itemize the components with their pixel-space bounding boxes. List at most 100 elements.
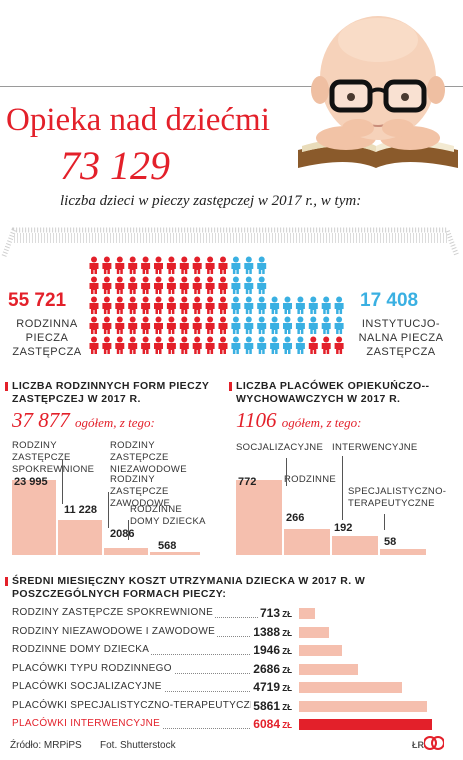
person-figure-family bbox=[179, 256, 189, 274]
cost-value-unit: ZŁ bbox=[280, 610, 292, 619]
family-forms-value: 568 bbox=[158, 540, 177, 552]
person-figure-family bbox=[218, 336, 228, 354]
person-figure-family bbox=[128, 276, 138, 294]
person-figure-family bbox=[308, 336, 318, 354]
institutions-label: SPECJALISTYCZNO-TERAPEUTYCZNE bbox=[348, 486, 447, 509]
family-forms-label: RODZINY ZASTĘPCZE ZAWODOWE bbox=[110, 474, 171, 509]
person-figure-family bbox=[166, 276, 176, 294]
person-figure-family bbox=[154, 296, 163, 314]
family-forms-bar bbox=[104, 548, 148, 555]
institutional-care-value: 17 408 bbox=[360, 290, 419, 311]
cost-value-number: 5861 bbox=[251, 698, 280, 713]
person-figure-institutional bbox=[308, 296, 318, 314]
institutions-label: SOCJALIZACYJNE bbox=[236, 442, 324, 453]
person-figure-family bbox=[179, 316, 189, 334]
person-figure-family bbox=[154, 316, 163, 334]
cost-value-unit: ZŁ bbox=[280, 702, 292, 712]
institutions-heading-text: LICZBA PLACÓWEK OPIEKUŃCZO--WYCHOWAWCZYC… bbox=[236, 380, 430, 405]
family-forms-value: 23 995 bbox=[14, 476, 48, 488]
person-figure-family bbox=[218, 296, 228, 314]
costs-heading-text: ŚREDNI MIESIĘCZNY KOSZT UTRZYMANIA DZIEC… bbox=[12, 575, 366, 600]
person-figure-family bbox=[102, 276, 112, 294]
author-initials: ŁR bbox=[412, 740, 424, 750]
person-figure-family bbox=[89, 316, 99, 334]
cost-value-unit: ZŁ bbox=[280, 647, 292, 656]
person-figure-family bbox=[89, 276, 99, 294]
family-forms-label: RODZINNE DOMY DZIECKA bbox=[130, 504, 206, 527]
cost-bar bbox=[299, 719, 432, 730]
cost-row-label: PLACÓWKI TYPU RODZINNEGO bbox=[12, 662, 174, 674]
person-figure-family bbox=[179, 276, 189, 294]
person-figure-family bbox=[154, 276, 163, 294]
cost-row: RODZINY ZASTĘPCZE SPOKREWNIONE 713 ZŁ bbox=[0, 605, 463, 624]
cost-row-value: 4719 ZŁ bbox=[216, 680, 292, 694]
person-figure-institutional bbox=[270, 316, 280, 334]
photo-credit: Fot. Shutterstock bbox=[100, 740, 176, 751]
cost-row-value: 1388 ZŁ bbox=[216, 624, 292, 639]
family-care-label: RODZINNA PIECZA ZASTĘPCZA bbox=[12, 318, 82, 358]
family-forms-heading-text: LICZBA RODZINNYCH FORM PIECZY ZASTĘPCZEJ… bbox=[12, 380, 210, 405]
institutions-chart: 772 SOCJALIZACYJNE 266 RODZINNE 192 INTERWENC… bbox=[0, 430, 463, 560]
person-figure-family bbox=[115, 276, 125, 294]
person-figure-institutional bbox=[283, 336, 292, 354]
person-figure-institutional bbox=[295, 296, 305, 314]
cost-value-unit: ZŁ bbox=[280, 721, 292, 730]
person-figure-institutional bbox=[231, 336, 241, 354]
cost-row-value: 713 ZŁ bbox=[216, 606, 292, 620]
person-figure-family bbox=[192, 336, 202, 354]
person-figure-institutional bbox=[231, 296, 241, 314]
family-forms-label: RODZINY ZASTĘPCZE NIEZAWODOWE bbox=[110, 440, 187, 475]
person-figure-family bbox=[128, 336, 138, 354]
person-figure-family bbox=[115, 256, 125, 274]
cost-bar bbox=[299, 626, 330, 638]
family-forms-bar bbox=[150, 552, 200, 555]
person-figure-institutional bbox=[283, 316, 292, 334]
person-figure-institutional bbox=[321, 296, 331, 314]
person-figure-family bbox=[89, 296, 99, 314]
family-forms-chart: 23 995 RODZINY ZASTĘPCZE SPOKREWNIONE 11 2… bbox=[0, 430, 463, 560]
cost-row: RODZINNE DOMY DZIECKA 1946 ZŁ bbox=[0, 642, 463, 661]
person-figure-family bbox=[89, 336, 99, 354]
cost-row: PLACÓWKI SOCJALIZACYJNE 4719 ZŁ bbox=[0, 679, 463, 698]
cost-bar bbox=[299, 682, 403, 693]
cost-row-label: PLACÓWKI INTERWENCYJNE bbox=[12, 718, 163, 729]
cost-row-label: RODZINY NIEZAWODOWE I ZAWODOWE bbox=[12, 625, 218, 637]
label-leader-line bbox=[108, 492, 109, 528]
person-figure-institutional bbox=[257, 336, 267, 354]
person-figure-institutional bbox=[244, 296, 254, 314]
costs-table: RODZINY ZASTĘPCZE SPOKREWNIONE 713 ZŁ RODZ… bbox=[0, 605, 463, 735]
label-leader-line bbox=[286, 458, 287, 486]
family-forms-label: RODZINY ZASTĘPCZE SPOKREWNIONE bbox=[12, 440, 95, 475]
person-figure-institutional bbox=[257, 256, 267, 274]
family-care-value: 55 721 bbox=[8, 290, 67, 311]
person-figure-family bbox=[141, 296, 151, 314]
cost-value-unit: ZŁ bbox=[280, 628, 292, 638]
family-forms-bar bbox=[58, 519, 102, 555]
person-figure-family bbox=[205, 316, 215, 334]
cost-bar bbox=[299, 700, 428, 712]
person-figure-family bbox=[166, 336, 176, 354]
cost-row-value: 6084 ZŁ bbox=[216, 717, 292, 731]
person-figure-institutional bbox=[231, 316, 241, 334]
cost-row-label: PLACÓWKI SOCJALIZACYJNE bbox=[12, 681, 164, 692]
heading-marker bbox=[5, 382, 8, 391]
person-figure-family bbox=[166, 296, 176, 314]
costs-heading: ŚREDNI MIESIĘCZNY KOSZT UTRZYMANIA DZIEC… bbox=[5, 575, 452, 601]
cost-row: PLACÓWKI TYPU RODZINNEGO 2686 ZŁ bbox=[0, 661, 463, 680]
family-forms-bar bbox=[12, 480, 56, 555]
family-forms-total-number: 37 877 bbox=[12, 408, 70, 432]
person-figure-family bbox=[166, 256, 176, 274]
cost-row-label: RODZINY ZASTĘPCZE SPOKREWNIONE bbox=[12, 607, 216, 618]
person-figure-family bbox=[334, 336, 344, 354]
person-figure-institutional bbox=[244, 316, 254, 334]
person-figure-institutional bbox=[270, 296, 280, 314]
institutions-bar bbox=[332, 536, 378, 555]
publisher-logo-icon bbox=[424, 736, 444, 750]
institutions-value: 266 bbox=[286, 512, 305, 524]
person-figure-family bbox=[141, 256, 151, 274]
cost-bar bbox=[299, 645, 342, 656]
person-figure-family bbox=[166, 316, 176, 334]
cost-row-value: 2686 ZŁ bbox=[216, 661, 292, 676]
total-children-number: 73 129 bbox=[60, 143, 170, 188]
person-figure-institutional bbox=[244, 276, 254, 294]
